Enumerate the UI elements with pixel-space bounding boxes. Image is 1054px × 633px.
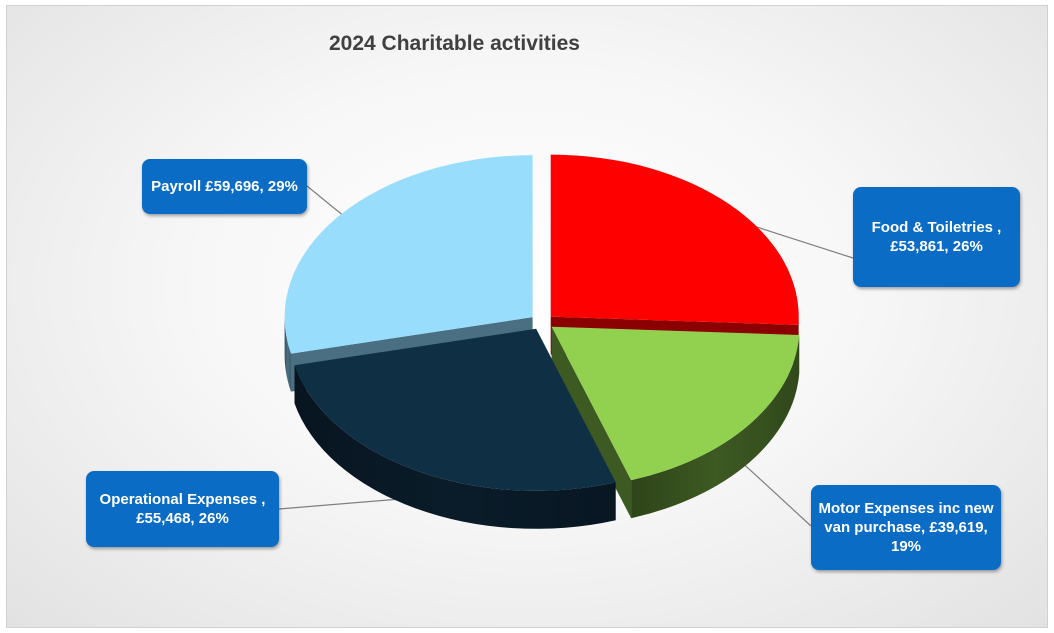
slice-motor	[551, 326, 800, 481]
slice-side-shade-operational	[294, 365, 616, 529]
data-label-motor: Motor Expenses inc new van purchase, £39…	[811, 485, 1001, 570]
slice-food	[550, 154, 799, 325]
slice-payroll	[284, 155, 533, 354]
data-label-operational: Operational Expenses , £55,468, 26%	[86, 471, 279, 547]
slice-wall-motor	[551, 326, 632, 519]
chart-title: 2024 Charitable activities	[329, 32, 580, 55]
slice-operational	[294, 328, 616, 491]
data-label-food: Food & Toiletries , £53,861, 26%	[853, 187, 1020, 287]
leader-line-motor	[733, 454, 812, 527]
data-label-payroll: Payroll £59,696, 29%	[142, 159, 307, 214]
pie-chart	[278, 154, 854, 529]
pie-tops	[284, 154, 800, 491]
chart-area: 2024 Charitable activities Food & Toilet…	[6, 5, 1048, 628]
pie-slices	[284, 154, 800, 529]
slice-side-shade-payroll	[284, 317, 291, 392]
slice-side-shade-motor	[631, 334, 800, 519]
